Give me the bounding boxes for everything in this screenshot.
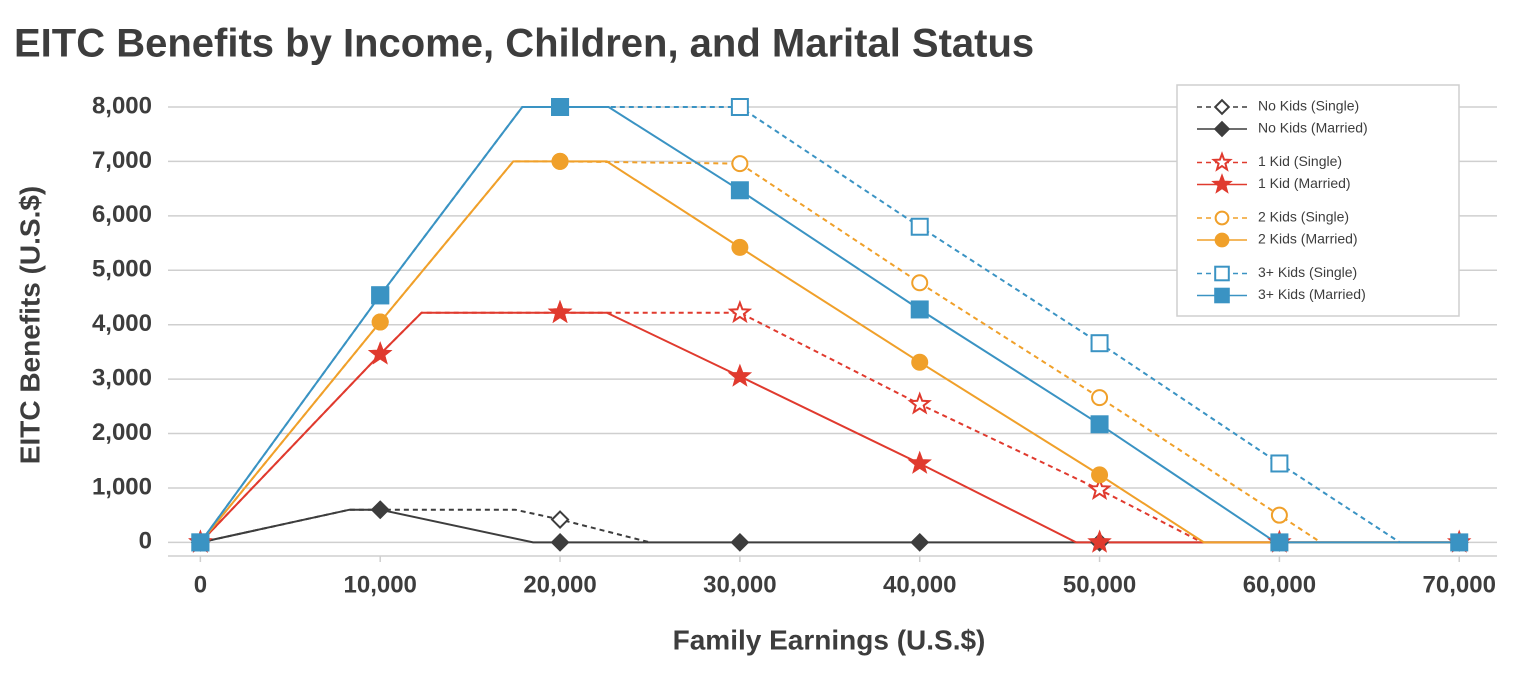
series-line [200,508,1460,544]
marker [1270,454,1289,473]
y-tick-label: 2,000 [92,419,152,446]
x-tick-label: 70,000 [1423,571,1496,598]
marker [911,274,929,292]
y-tick-label: 7,000 [92,147,152,174]
x-tick-label: 40,000 [883,571,956,598]
marker [1214,210,1230,226]
marker [551,152,569,170]
marker [910,532,930,552]
marker [550,510,570,529]
y-tick-label: 8,000 [92,92,152,119]
marker [1214,287,1230,304]
marker [1213,98,1231,116]
marker [1087,529,1112,553]
marker [367,341,393,365]
marker [1090,334,1109,353]
legend-label: 2 Kids (Married) [1258,231,1358,247]
marker [730,532,750,552]
y-tick-label: 6,000 [92,201,152,228]
marker [730,98,749,116]
marker [1214,232,1230,248]
chart-title: EITC Benefits by Income, Children, and M… [14,22,1034,66]
x-tick-label: 50,000 [1063,571,1136,598]
legend-label: No Kids (Single) [1258,98,1359,114]
y-tick-label: 3,000 [92,364,152,391]
y-tick-label: 4,000 [92,310,152,337]
series-line [200,508,651,544]
x-tick-label: 60,000 [1243,571,1316,598]
marker [1091,466,1109,484]
y-axis-title: EITC Benefits (U.S.$) [14,186,45,464]
marker [1450,533,1469,552]
y-tick-label: 1,000 [92,473,152,500]
marker [550,532,570,552]
marker [731,238,749,256]
marker [551,98,570,116]
marker [1211,151,1233,172]
marker [910,217,929,236]
legend-label: 1 Kid (Married) [1258,175,1351,191]
marker [547,299,573,324]
y-tick-label: 0 [139,528,152,555]
marker [371,286,390,305]
marker [1090,415,1109,434]
legend-label: 2 Kids (Single) [1258,209,1349,225]
legend-label: 3+ Kids (Single) [1258,264,1357,280]
marker [370,500,390,520]
marker [1211,173,1233,194]
x-tick-label: 10,000 [344,571,417,598]
series-line [199,311,1203,544]
x-tick-label: 0 [194,571,207,598]
legend-label: 3+ Kids (Married) [1258,286,1366,302]
legend-label: 1 Kid (Single) [1258,153,1342,169]
marker [907,450,932,474]
marker [907,391,932,415]
marker [727,363,753,387]
legend-label: No Kids (Married) [1258,120,1368,136]
series-line [199,311,1460,544]
series-line [199,160,1322,544]
x-tick-label: 20,000 [523,571,596,598]
marker [910,300,929,319]
marker [731,155,749,173]
x-tick-label: 30,000 [703,571,776,598]
marker [1087,476,1112,501]
marker [730,181,749,200]
marker [1270,533,1289,552]
x-axis-title: Family Earnings (U.S.$) [673,624,986,655]
marker [371,313,389,331]
marker [1091,389,1109,407]
y-tick-label: 5,000 [92,256,152,283]
marker [1213,120,1231,138]
marker [1214,265,1230,282]
marker [191,533,210,552]
marker [727,299,753,324]
marker [1270,506,1288,524]
marker [911,353,929,371]
